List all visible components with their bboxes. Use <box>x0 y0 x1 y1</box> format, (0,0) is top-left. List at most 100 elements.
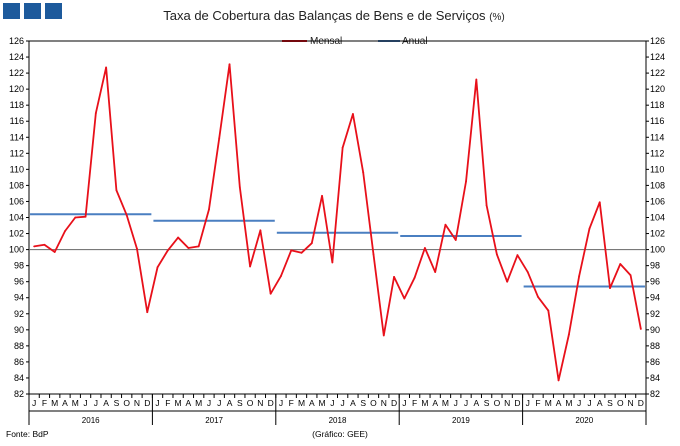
x-month-label: J <box>464 398 468 408</box>
y-axis-right: 82 84 86 88 90 92 94 96 98 100 102 104 106 108 110 112 1… <box>646 36 665 399</box>
monthly-point <box>341 146 344 149</box>
y-tick-label-right: 98 <box>650 261 660 271</box>
x-month-label: F <box>165 398 170 408</box>
x-month-label: J <box>330 398 334 408</box>
monthly-point <box>146 311 149 314</box>
x-month-label: N <box>628 398 634 408</box>
x-month-label: S <box>484 398 490 408</box>
y-tick-label-left: 86 <box>14 357 24 367</box>
y-tick-label-left: 82 <box>14 389 24 399</box>
x-month-label: S <box>114 398 120 408</box>
monthly-point <box>280 275 282 277</box>
monthly-point <box>177 236 180 239</box>
x-month-label: J <box>577 398 581 408</box>
y-tick-label-right: 88 <box>650 341 660 351</box>
y-tick-label-right: 92 <box>650 309 660 319</box>
monthly-point <box>43 243 46 246</box>
monthly-point <box>393 275 395 278</box>
y-tick-label-left: 92 <box>14 309 24 319</box>
y-tick-label-left: 102 <box>9 229 24 239</box>
y-tick-label-right: 94 <box>650 293 660 303</box>
monthly-point <box>424 247 426 249</box>
monthly-point <box>238 186 241 188</box>
y-tick-label-left: 110 <box>10 164 24 174</box>
monthly-series <box>33 63 642 382</box>
monthly-point <box>331 261 334 264</box>
x-month-label: M <box>442 398 449 408</box>
monthly-point <box>619 263 622 265</box>
y-tick-label-right: 110 <box>650 164 664 174</box>
monthly-point <box>485 204 488 207</box>
monthly-point <box>578 275 581 277</box>
x-month-label: A <box>103 398 109 408</box>
y-tick-label-right: 104 <box>650 213 665 223</box>
x-month-label: M <box>298 398 305 408</box>
x-month-label: J <box>279 398 283 408</box>
x-month-label: M <box>51 398 58 408</box>
y-tick-label-left: 114 <box>10 132 24 142</box>
x-month-label: O <box>247 398 254 408</box>
y-tick-label-left: 104 <box>9 213 24 223</box>
x-month-label: J <box>341 398 345 408</box>
monthly-point <box>249 265 251 268</box>
x-month-label: O <box>617 398 624 408</box>
monthly-point <box>218 137 221 139</box>
y-tick-label-right: 100 <box>650 245 665 255</box>
x-year-label: 2018 <box>329 416 347 425</box>
credit-note: (Gráfico: GEE) <box>312 429 368 439</box>
x-month-label: A <box>227 398 233 408</box>
x-month-label: N <box>134 398 140 408</box>
x-month-label: M <box>545 398 552 408</box>
x-month-label: N <box>257 398 263 408</box>
x-month-label: M <box>319 398 326 408</box>
x-month-label: A <box>186 398 192 408</box>
chart-title: Taxa de Cobertura das Balanças de Bens e… <box>163 8 505 23</box>
x-month-label: J <box>587 398 591 408</box>
x-month-label: F <box>412 398 417 408</box>
y-tick-label-left: 98 <box>14 261 24 271</box>
x-year-label: 2020 <box>575 416 593 425</box>
y-tick-label-left: 90 <box>14 325 24 335</box>
x-month-label: D <box>391 398 397 408</box>
monthly-point <box>208 208 210 211</box>
monthly-line <box>34 63 642 382</box>
y-tick-label-left: 88 <box>14 341 24 351</box>
monthly-point <box>557 379 560 382</box>
y-tick-label-left: 108 <box>9 180 24 190</box>
x-month-label: A <box>62 398 68 408</box>
monthly-point <box>434 271 437 273</box>
monthly-point <box>259 229 262 232</box>
x-month-label: A <box>432 398 438 408</box>
x-month-label: J <box>454 398 458 408</box>
monthly-point <box>547 309 550 312</box>
monthly-point <box>588 227 591 230</box>
monthly-point <box>321 194 323 197</box>
y-tick-label-right: 96 <box>650 277 660 287</box>
x-month-label: M <box>72 398 79 408</box>
x-month-label: D <box>144 398 150 408</box>
y-tick-label-left: 116 <box>10 116 24 126</box>
x-month-label: D <box>638 398 644 408</box>
y-tick-label-left: 94 <box>14 293 24 303</box>
x-month-label: J <box>83 398 87 408</box>
y-tick-label-left: 126 <box>9 36 24 46</box>
monthly-point <box>598 201 601 204</box>
x-month-label: M <box>175 398 182 408</box>
x-month-label: M <box>421 398 428 408</box>
y-tick-label-right: 126 <box>650 36 665 46</box>
monthly-point <box>290 249 293 252</box>
monthly-point <box>454 239 457 241</box>
y-tick-label-left: 106 <box>9 196 24 206</box>
y-tick-label-left: 122 <box>9 68 24 78</box>
monthly-point <box>629 274 632 277</box>
x-month-label: O <box>370 398 377 408</box>
y-tick-label-right: 102 <box>650 229 665 239</box>
x-month-label: N <box>504 398 510 408</box>
monthly-point <box>362 171 365 174</box>
monthly-point <box>94 112 97 115</box>
x-month-label: F <box>535 398 540 408</box>
monthly-point <box>372 253 375 256</box>
x-month-label: S <box>237 398 243 408</box>
x-month-label: M <box>565 398 572 408</box>
